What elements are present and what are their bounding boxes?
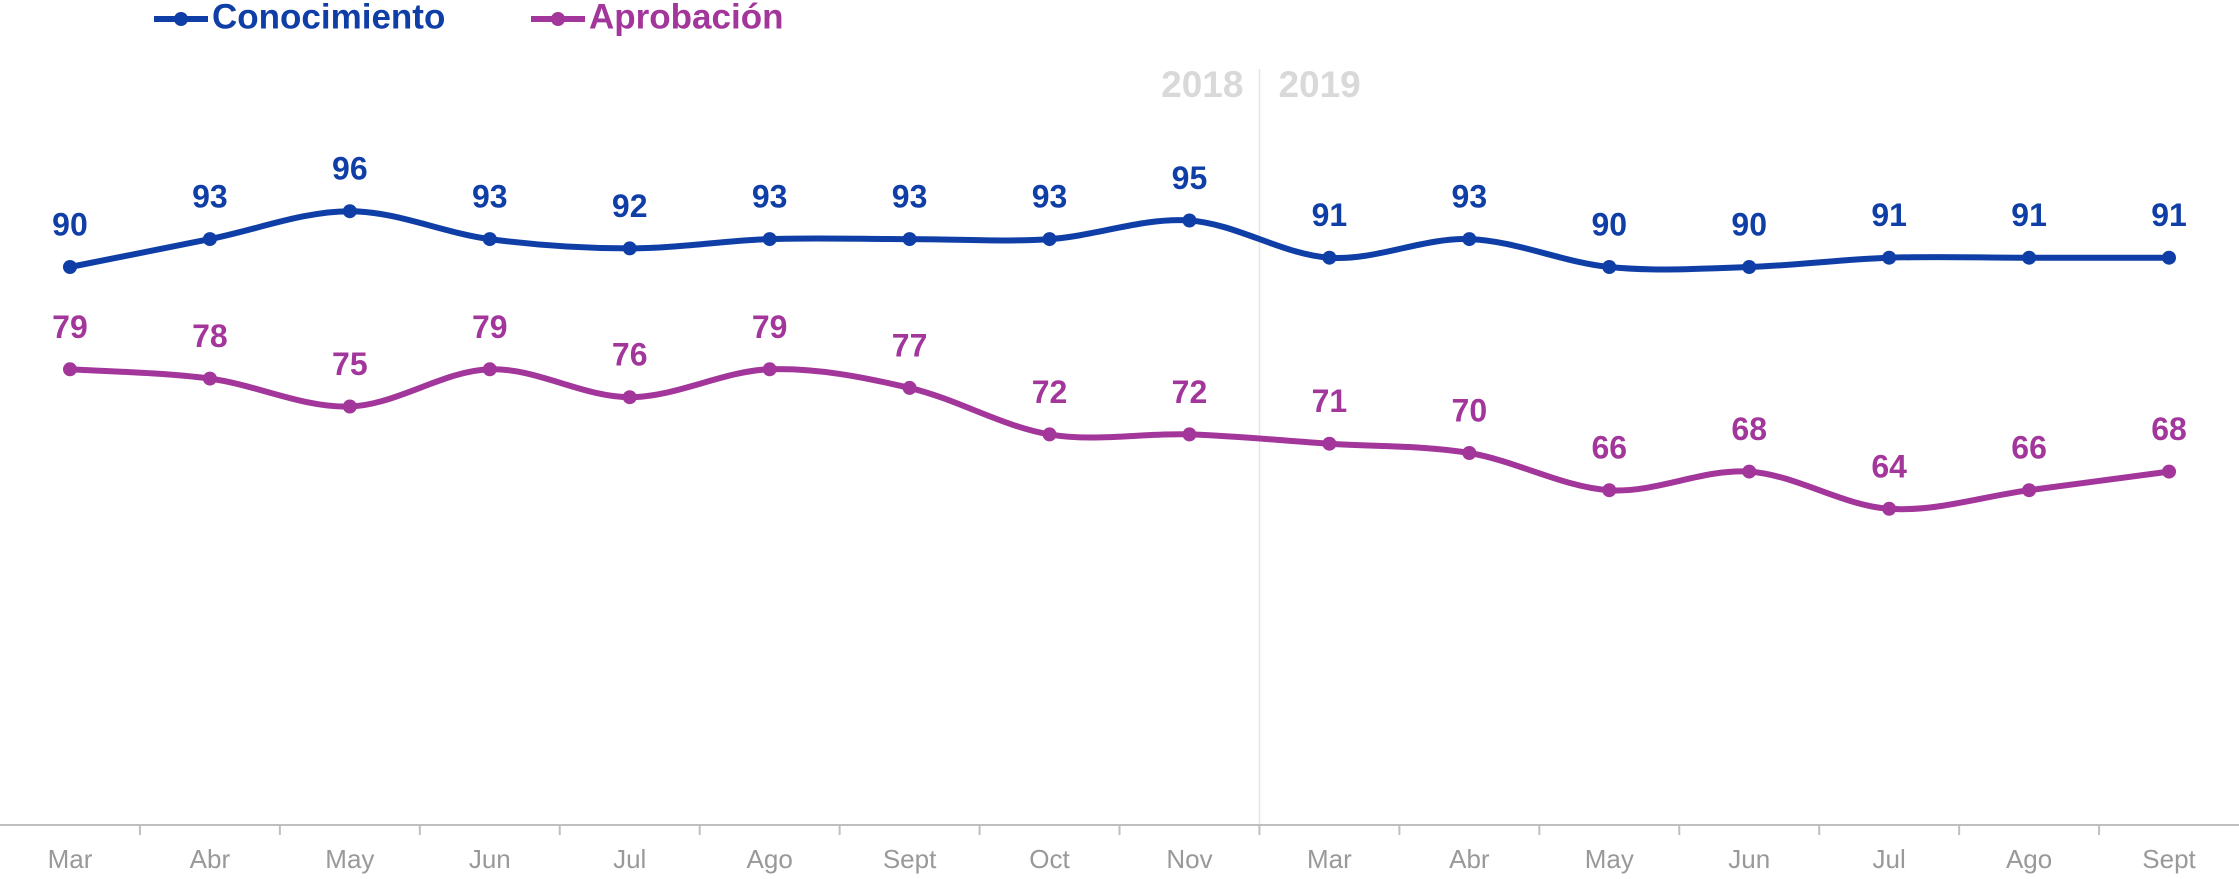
data-label: 71 bbox=[1312, 383, 1348, 419]
data-label: 91 bbox=[1871, 197, 1907, 233]
legend-label: Aprobación bbox=[589, 0, 783, 36]
data-label: 91 bbox=[1312, 197, 1348, 233]
data-point bbox=[2162, 250, 2177, 265]
data-label: 68 bbox=[2151, 411, 2187, 447]
data-label: 79 bbox=[52, 309, 88, 345]
data-label: 72 bbox=[1032, 374, 1068, 410]
year-label: 2018 bbox=[1161, 64, 1243, 105]
data-label: 68 bbox=[1731, 411, 1767, 447]
data-point bbox=[622, 390, 637, 405]
data-point bbox=[2022, 483, 2037, 498]
year-label: 2019 bbox=[1278, 64, 1360, 105]
data-point bbox=[1462, 232, 1477, 247]
data-label: 90 bbox=[1591, 206, 1627, 242]
data-point bbox=[2022, 250, 2037, 265]
data-label: 93 bbox=[752, 179, 788, 215]
data-point bbox=[482, 362, 497, 377]
data-point bbox=[62, 260, 77, 274]
data-label: 95 bbox=[1172, 160, 1208, 196]
data-label: 93 bbox=[472, 179, 508, 215]
x-tick-label: May bbox=[325, 844, 374, 874]
data-point bbox=[902, 380, 917, 395]
data-label: 96 bbox=[332, 151, 368, 187]
legend-marker bbox=[174, 12, 188, 26]
data-point bbox=[1322, 250, 1337, 265]
data-point bbox=[1742, 464, 1757, 479]
data-label: 64 bbox=[1871, 448, 1907, 484]
data-point bbox=[1182, 427, 1197, 442]
data-point bbox=[1322, 436, 1337, 451]
x-tick-label: Jun bbox=[1728, 844, 1770, 874]
data-point bbox=[1602, 483, 1617, 498]
data-label: 91 bbox=[2011, 197, 2047, 233]
legend-marker bbox=[551, 12, 565, 26]
x-tick-label: Ago bbox=[2006, 844, 2052, 874]
x-tick-label: Sept bbox=[883, 844, 937, 874]
data-label: 93 bbox=[1032, 179, 1068, 215]
data-label: 93 bbox=[1452, 179, 1488, 215]
x-tick-label: Jun bbox=[469, 844, 511, 874]
data-label: 78 bbox=[192, 318, 228, 354]
series-line bbox=[69, 366, 2170, 513]
x-tick-label: Abr bbox=[190, 844, 231, 874]
data-point bbox=[202, 232, 217, 247]
data-point bbox=[342, 204, 357, 219]
data-label: 93 bbox=[192, 179, 228, 215]
data-point bbox=[1042, 232, 1057, 247]
x-tick-label: Nov bbox=[1166, 844, 1212, 874]
data-point bbox=[1742, 260, 1757, 274]
data-point bbox=[1602, 260, 1617, 274]
data-label: 91 bbox=[2151, 197, 2187, 233]
data-label: 70 bbox=[1452, 392, 1488, 428]
data-point bbox=[762, 232, 777, 247]
data-point bbox=[202, 371, 217, 386]
legend-label: Conocimiento bbox=[212, 0, 445, 36]
x-tick-label: Oct bbox=[1029, 844, 1070, 874]
data-point bbox=[1882, 501, 1897, 516]
data-point bbox=[62, 362, 77, 377]
data-label: 92 bbox=[612, 188, 648, 224]
data-point bbox=[2162, 464, 2177, 479]
data-point bbox=[1042, 427, 1057, 442]
data-point bbox=[1182, 213, 1197, 228]
data-label: 76 bbox=[612, 337, 648, 373]
data-label: 72 bbox=[1172, 374, 1208, 410]
data-point bbox=[762, 362, 777, 377]
data-label: 66 bbox=[1591, 430, 1627, 466]
data-point bbox=[342, 399, 357, 414]
data-label: 79 bbox=[472, 309, 508, 345]
data-label: 79 bbox=[752, 309, 788, 345]
data-point bbox=[1462, 446, 1477, 460]
data-label: 90 bbox=[52, 206, 88, 242]
x-tick-label: Sept bbox=[2142, 844, 2196, 874]
data-label: 77 bbox=[892, 327, 928, 363]
data-point bbox=[622, 241, 637, 256]
x-tick-label: May bbox=[1585, 844, 1634, 874]
data-point bbox=[902, 232, 917, 247]
x-tick-label: Mar bbox=[48, 844, 93, 874]
x-tick-label: Mar bbox=[1307, 844, 1352, 874]
data-label: 75 bbox=[332, 346, 368, 382]
data-label: 93 bbox=[892, 179, 928, 215]
data-point bbox=[482, 232, 497, 247]
x-tick-label: Ago bbox=[747, 844, 793, 874]
data-label: 90 bbox=[1731, 206, 1767, 242]
x-tick-label: Abr bbox=[1449, 844, 1490, 874]
series-line bbox=[69, 208, 2170, 273]
data-label: 66 bbox=[2011, 430, 2047, 466]
data-point bbox=[1882, 250, 1897, 265]
x-tick-label: Jul bbox=[1873, 844, 1906, 874]
x-tick-label: Jul bbox=[613, 844, 646, 874]
